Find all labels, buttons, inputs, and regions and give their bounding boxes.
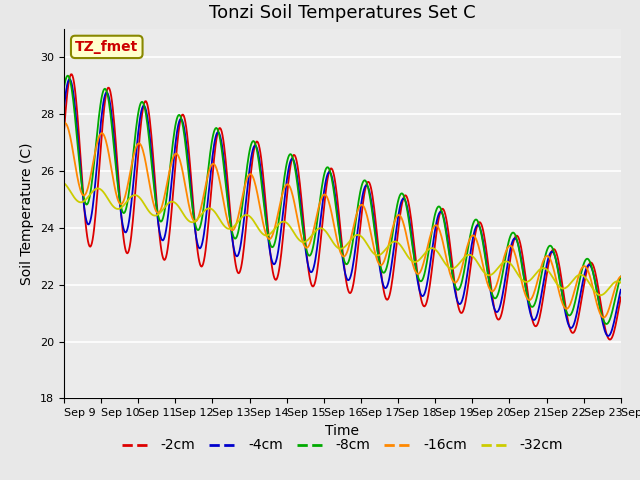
Line: -16cm: -16cm <box>64 123 621 318</box>
-2cm <box>617 294 625 300</box>
-32cm <box>206 205 214 211</box>
-16cm <box>61 120 68 126</box>
-2cm <box>335 207 342 213</box>
-8cm <box>444 240 451 246</box>
-32cm <box>443 263 451 268</box>
-2cm <box>566 327 574 333</box>
-4cm <box>65 76 73 82</box>
Line: -8cm: -8cm <box>64 76 621 324</box>
-2cm <box>207 191 215 197</box>
-16cm <box>207 163 215 169</box>
-2cm <box>183 130 191 136</box>
-32cm <box>60 180 68 186</box>
-16cm <box>566 300 574 306</box>
-16cm <box>617 274 625 279</box>
-16cm <box>444 261 451 266</box>
-32cm <box>388 240 396 245</box>
-8cm <box>183 155 191 160</box>
-32cm <box>182 215 190 221</box>
-8cm <box>207 145 215 151</box>
-4cm <box>566 325 574 331</box>
-16cm <box>60 120 68 126</box>
-4cm <box>183 146 191 152</box>
-4cm <box>444 236 451 242</box>
-2cm <box>606 336 614 342</box>
Text: TZ_fmet: TZ_fmet <box>75 40 138 54</box>
-2cm <box>444 224 451 229</box>
-16cm <box>335 243 342 249</box>
-4cm <box>207 167 215 173</box>
-8cm <box>64 73 72 79</box>
X-axis label: Time: Time <box>325 424 360 438</box>
-32cm <box>597 292 605 298</box>
Line: -4cm: -4cm <box>64 79 621 336</box>
-4cm <box>335 221 342 227</box>
-8cm <box>335 225 342 231</box>
-2cm <box>68 72 76 77</box>
Title: Tonzi Soil Temperatures Set C: Tonzi Soil Temperatures Set C <box>209 4 476 22</box>
-32cm <box>617 280 625 286</box>
-4cm <box>389 254 397 260</box>
Line: -2cm: -2cm <box>64 74 621 339</box>
-2cm <box>60 129 68 134</box>
-32cm <box>334 245 342 251</box>
Legend: -2cm, -4cm, -8cm, -16cm, -32cm: -2cm, -4cm, -8cm, -16cm, -32cm <box>116 433 569 458</box>
-8cm <box>389 230 397 236</box>
-8cm <box>566 312 574 318</box>
Y-axis label: Soil Temperature (C): Soil Temperature (C) <box>20 143 35 285</box>
-2cm <box>389 275 397 280</box>
-16cm <box>389 225 397 231</box>
-4cm <box>605 333 612 339</box>
-8cm <box>602 321 610 327</box>
-16cm <box>183 192 191 198</box>
-16cm <box>600 315 607 321</box>
-4cm <box>60 105 68 111</box>
Line: -32cm: -32cm <box>64 183 621 295</box>
-8cm <box>60 85 68 91</box>
-8cm <box>617 274 625 279</box>
-4cm <box>617 287 625 293</box>
-32cm <box>566 281 573 287</box>
